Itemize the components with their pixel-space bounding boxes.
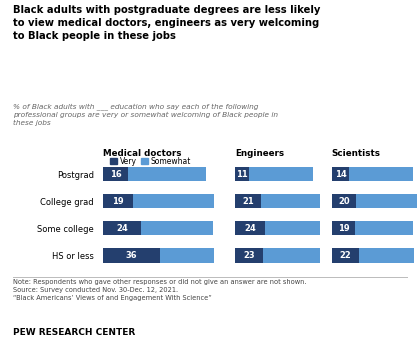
Bar xyxy=(359,248,414,263)
Bar xyxy=(235,194,261,208)
Text: 19: 19 xyxy=(112,197,124,206)
Text: 16: 16 xyxy=(110,169,121,178)
Bar xyxy=(332,248,359,263)
Bar xyxy=(263,248,320,263)
Bar xyxy=(261,194,320,208)
Bar xyxy=(332,221,355,235)
Bar xyxy=(103,194,133,208)
Text: 19: 19 xyxy=(338,224,349,233)
Bar xyxy=(357,194,417,208)
Bar xyxy=(141,221,213,235)
Bar xyxy=(129,167,206,181)
Text: 22: 22 xyxy=(339,251,351,260)
Bar xyxy=(103,221,141,235)
Bar xyxy=(349,167,413,181)
Text: % of Black adults with ___ education who say each of the following
professional : % of Black adults with ___ education who… xyxy=(13,104,278,126)
Bar xyxy=(235,248,263,263)
Bar xyxy=(103,167,129,181)
Bar xyxy=(332,167,349,181)
Bar xyxy=(265,221,320,235)
Bar xyxy=(133,194,216,208)
Text: Engineers: Engineers xyxy=(235,149,284,158)
Text: 36: 36 xyxy=(126,251,137,260)
Bar xyxy=(332,194,357,208)
Text: 21: 21 xyxy=(242,197,254,206)
Bar xyxy=(235,221,265,235)
Text: Scientists: Scientists xyxy=(332,149,381,158)
Bar xyxy=(160,248,216,263)
Text: Black adults with postgraduate degrees are less likely
to view medical doctors, : Black adults with postgraduate degrees a… xyxy=(13,5,320,41)
Text: 24: 24 xyxy=(116,224,128,233)
Text: 11: 11 xyxy=(236,169,248,178)
Text: 23: 23 xyxy=(244,251,255,260)
Bar xyxy=(235,167,249,181)
Bar xyxy=(249,167,312,181)
Bar xyxy=(355,221,413,235)
Text: 20: 20 xyxy=(338,197,350,206)
Text: Medical doctors: Medical doctors xyxy=(103,149,181,158)
Text: 14: 14 xyxy=(335,169,346,178)
Bar xyxy=(103,248,160,263)
Text: 24: 24 xyxy=(244,224,256,233)
Legend: Very, Somewhat: Very, Somewhat xyxy=(107,154,194,169)
Text: PEW RESEARCH CENTER: PEW RESEARCH CENTER xyxy=(13,328,135,337)
Text: Note: Respondents who gave other responses or did not give an answer are not sho: Note: Respondents who gave other respons… xyxy=(13,279,306,301)
